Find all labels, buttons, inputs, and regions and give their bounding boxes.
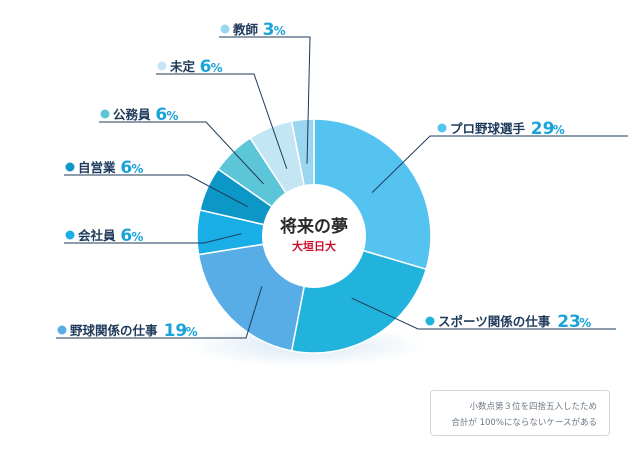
slice-value: 6 <box>200 57 212 77</box>
rounding-note: 小数点第３位を四捨五入したため 合計が 100%にならないケースがある <box>430 390 610 436</box>
slice-label: 自営業 <box>78 160 116 175</box>
slice-unit: % <box>579 316 591 330</box>
slice-value: 29 <box>531 119 555 139</box>
slice-unit: % <box>211 61 223 75</box>
rounding-note-line2: 合計が 100%にならないケースがある <box>451 418 597 428</box>
slice-value: 6 <box>120 226 132 246</box>
slice-labels: プロ野球選手 29% スポーツ関係の仕事 23% 野球関係の仕事 19% 会社員 6 % 自営業 6… <box>56 20 628 341</box>
leader-line <box>99 121 264 185</box>
slice-label: 教師 <box>232 22 259 37</box>
slice-value: 19 <box>164 321 188 341</box>
legend-dot <box>220 24 230 34</box>
slice-value: 23 <box>557 312 581 332</box>
slice-value: 6 <box>120 158 132 178</box>
slice-value: 3 <box>263 20 275 40</box>
slice-label: スポーツ関係の仕事 <box>438 314 551 329</box>
legend-dot <box>65 162 75 172</box>
legend-dot <box>57 325 67 335</box>
leader-line <box>56 286 263 339</box>
slice-unit: % <box>186 325 198 339</box>
leader-line <box>156 73 288 169</box>
slice-unit: % <box>131 230 143 244</box>
slice-unit: % <box>274 24 286 38</box>
legend-dot <box>425 316 435 326</box>
slice-value: 6 <box>155 105 167 125</box>
slice-label: 野球関係の仕事 <box>70 323 158 338</box>
rounding-note-line1: 小数点第３位を四捨五入したため <box>469 402 597 412</box>
leader-line <box>64 174 248 208</box>
slice-label: 未定 <box>169 59 196 74</box>
leader-line <box>351 297 616 330</box>
legend-dot <box>65 230 75 240</box>
leader-line <box>371 135 628 193</box>
legend-dot <box>157 61 167 71</box>
slice-label: プロ野球選手 <box>450 121 526 136</box>
leader-line <box>219 36 311 164</box>
slice-unit: % <box>553 123 565 137</box>
slice-label: 公務員 <box>113 107 151 122</box>
slice-unit: % <box>131 162 143 176</box>
legend-dot <box>100 109 110 119</box>
chart-title: 将来の夢 <box>280 216 348 237</box>
leader-line <box>64 233 242 244</box>
legend-dot <box>437 123 447 133</box>
slice-label: 会社員 <box>78 228 116 243</box>
slice-unit: % <box>166 109 178 123</box>
donut-hole <box>262 184 366 288</box>
chart-subtitle: 大垣日大 <box>292 239 336 253</box>
